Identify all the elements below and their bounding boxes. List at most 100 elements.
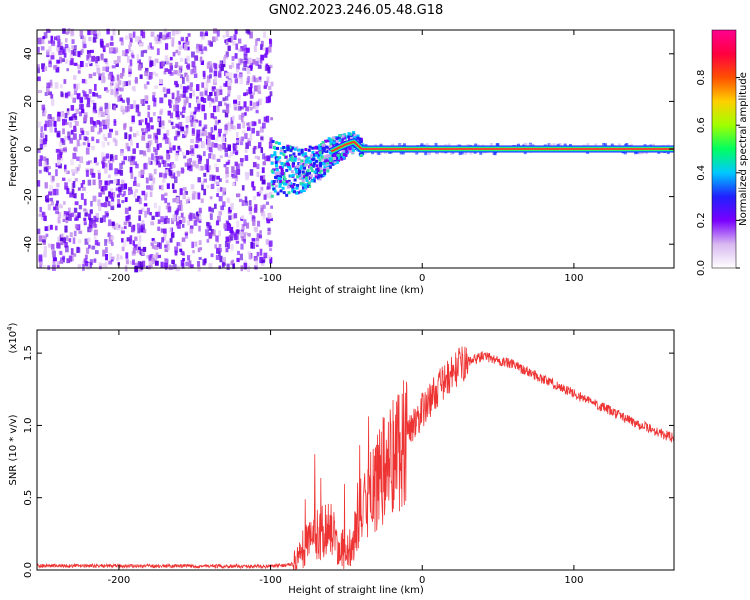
spectrogram-cell [318,144,322,148]
spectrogram-cell [218,195,223,202]
spectrogram-cell [213,28,218,34]
spectrogram-cell [244,200,249,206]
spectrogram-cell [268,241,272,248]
spectrogram-cell [363,151,367,155]
spectrogram-cell [246,122,249,126]
spectrogram-cell [269,215,273,219]
spectrogram-cell [37,228,41,235]
spectrogram-cell [178,45,183,50]
spectrogram-cell [118,190,122,196]
spectrogram-cell [281,186,285,190]
spectrogram-cell [227,83,232,91]
spectrogram-cell [198,256,202,260]
spectrogram-cell [43,264,46,269]
spectrogram-cell [160,184,164,191]
spectrogram-cell [74,217,78,221]
spectrogram-cell [297,152,301,156]
spectrogram-cell [236,63,240,70]
spectrogram-cell [51,116,55,122]
spectrogram-cell [235,234,239,240]
spectrogram-cell [139,262,143,269]
spectrogram-cell [150,183,155,190]
spectrogram-cell [144,210,147,218]
spectrogram-cell [54,188,59,196]
spectrogram-cell [72,49,77,57]
spectrogram-cell [242,67,247,71]
spectrogram-cell [292,152,296,156]
spectrogram-cell [230,173,234,177]
spectrogram-cell [80,193,84,200]
spectrogram-cell [321,157,325,161]
spectrogram-cell [162,34,166,41]
spectrogram-cell [95,56,98,64]
spectrogram-cell [74,214,79,221]
spectrogram-cell [74,45,77,50]
spectrogram-cell [71,39,75,44]
spectrogram-cell [245,173,249,181]
spectrogram-cell [69,137,73,144]
spectrogram-cell [229,235,234,241]
spectrogram-cell [46,194,49,199]
spectrogram-cell [305,176,309,180]
spectrogram-cell [425,143,429,147]
spectrogram-cell [223,54,228,59]
spectrogram-cell [130,52,134,57]
spectrogram-cell [138,235,142,242]
spectrogram-cell [130,172,134,179]
spectrogram-cell [269,248,273,252]
spectrogram-cell [276,192,280,196]
x-tick-label: 100 [564,575,583,586]
spectrogram-cell [286,158,290,162]
spectrogram-cell [129,166,133,174]
spectrogram-cell [241,185,245,191]
spectrogram-cell [257,90,262,94]
spectrogram-cell [250,241,253,249]
spectrogram-cell [205,80,209,87]
spectrogram-cell [77,212,81,219]
spectrogram-cell [152,254,157,260]
spectrogram-cell [196,43,200,50]
spectrogram-cell [191,241,195,249]
spectrogram-cell [77,264,82,268]
spectrogram-cell [239,77,244,85]
spectrogram-cell [322,173,326,177]
spectrogram-cell [66,110,70,116]
spectrogram-cell [66,258,71,264]
spectrogram-cell [219,85,223,93]
spectrogram-cell [159,32,163,39]
spectrogram-cell [70,93,74,99]
spectrogram-cell [64,92,68,98]
spectrogram-cell [64,44,69,49]
spectrogram-cell [276,172,280,176]
spectrogram-cell [219,255,223,263]
spectrogram-cell [262,175,266,181]
spectrogram-cell [187,197,191,202]
spectrogram-cell [315,169,319,173]
spectrogram-cell [249,31,253,39]
snr-y-ticks: 0.00.51.01.5 [23,345,674,578]
spectrogram-cell [55,66,60,73]
spectrogram-cell [301,153,305,157]
spectrogram-cell [86,94,90,100]
spectrogram-cell [309,162,313,166]
spectrogram-cell [62,257,65,263]
spectrogram-cell [45,169,49,173]
spectrogram-cell [493,151,497,155]
spectrogram-cell [114,47,119,53]
spectrogram-cell [109,154,114,160]
spectrogram-cell [177,223,181,229]
spectrogram-cell [83,43,87,49]
spectrogram-cell [84,79,88,85]
spectrogram-cell [271,183,275,187]
spectrogram-cell [102,162,105,169]
spectrogram-cell [46,49,50,56]
spectrogram-cell [206,144,211,151]
spectrogram-cell [162,159,166,164]
spectrogram-cell [169,164,173,170]
spectrogram-cell [106,123,110,129]
spectrogram-cell [322,168,326,172]
spectrogram-cell [190,121,194,127]
spectrogram-cell [164,43,169,50]
spectrogram-cell [282,153,286,157]
